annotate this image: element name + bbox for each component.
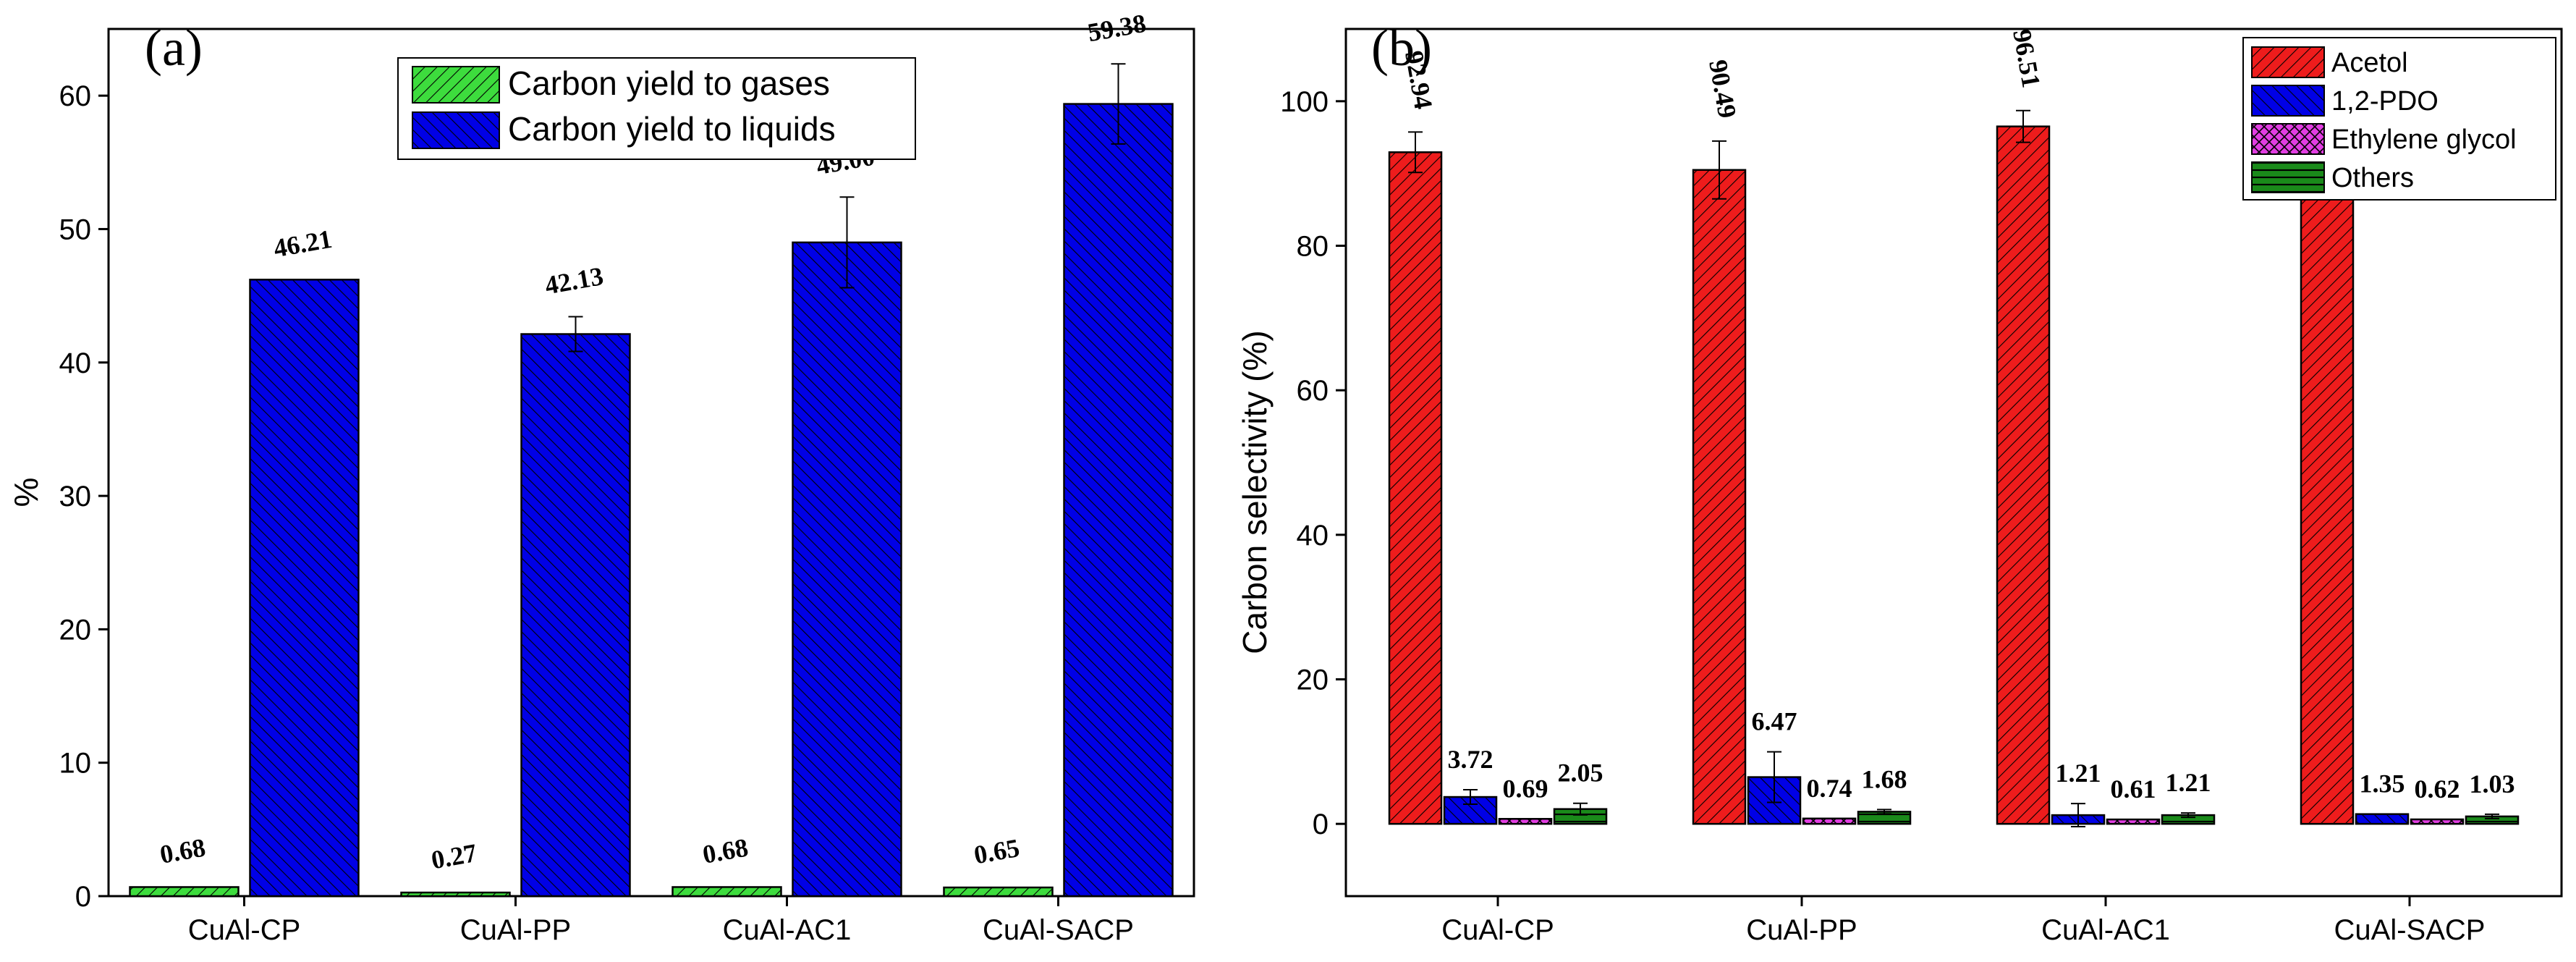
y-tick-label: 100 (1280, 86, 1329, 118)
bar-carbon-yield-to-gases-cual-sacp-hatch (943, 886, 1054, 898)
y-tick-label: 30 (59, 481, 92, 512)
y-tick-label: 80 (1297, 231, 1329, 263)
data-label-carbon-yield-to-liquids-cual-cp: 46.21 (271, 224, 334, 263)
panel-a-bars (129, 63, 1174, 898)
data-label-1-2-pdo-cual-pp: 6.47 (1752, 707, 1797, 736)
bar-carbon-yield-to-liquids-cual-pp-hatch (520, 333, 631, 898)
panel-b-frame (1344, 28, 2563, 898)
bar-carbon-yield-to-gases-cual-pp-hatch (400, 891, 511, 898)
panel-a-x-ticks: CuAl-CP CuAl-PP CuAl-AC1 CuAl-SACP (188, 896, 1134, 946)
legend-swatch-ethylene-glycol-hatch (2251, 123, 2325, 155)
bar-carbon-yield-to-gases-cual-ac1-hatch (671, 886, 782, 898)
data-label-ethylene-glycol-cual-sacp: 0.62 (2415, 775, 2460, 803)
data-label-ethylene-glycol-cual-cp: 0.69 (1503, 774, 1548, 803)
y-tick-label: 0 (75, 881, 91, 913)
panel-b-y-ticks: 0 20 40 60 80 100 (1280, 86, 1346, 840)
panel-a-frame (107, 28, 1195, 898)
y-tick-label: 40 (1297, 520, 1329, 552)
panel-b-x-ticks: CuAl-CP CuAl-PP CuAl-AC1 CuAl-SACP (1441, 896, 2485, 946)
panel-b-y-axis-label: Carbon selectivity (%) (1236, 330, 1274, 654)
data-label-carbon-yield-to-gases-cual-sacp: 0.65 (972, 833, 1022, 869)
panel-a-y-ticks: 0 10 20 30 40 50 60 (59, 80, 109, 913)
data-label-acetol-cual-ac1: 96.51 (2007, 27, 2046, 90)
x-tick-label-cual-pp: CuAl-PP (1746, 914, 1857, 946)
y-tick-label: 10 (59, 748, 92, 780)
y-tick-label: 60 (59, 80, 92, 112)
y-tick-label: 40 (59, 347, 92, 379)
bar-acetol-cual-ac1-hatch (1996, 125, 2051, 825)
panel-a-label: (a) (145, 19, 203, 77)
legend-swatch-others-hatch (2251, 161, 2325, 193)
bar-1-2-pdo-cual-sacp-hatch (2355, 813, 2410, 825)
data-label-carbon-yield-to-gases-cual-pp: 0.27 (429, 838, 479, 874)
bar-carbon-yield-to-liquids-cual-ac1-hatch (792, 241, 902, 898)
y-tick-label: 20 (59, 614, 92, 646)
legend-label-acetol: Acetol (2331, 48, 2408, 78)
panel-a-y-axis-label: % (7, 478, 45, 507)
data-label-acetol-cual-pp: 90.49 (1703, 58, 1742, 121)
legend-label-ethylene-glycol: Ethylene glycol (2331, 125, 2517, 155)
legend-swatch-gases-hatch (412, 66, 500, 104)
panel-b-bars (1388, 109, 2520, 828)
bar-acetol-cual-sacp-hatch (2300, 122, 2355, 825)
y-tick-label: 60 (1297, 375, 1329, 407)
legend-swatch-acetol-hatch (2251, 46, 2325, 78)
legend-swatch-liquids-hatch (412, 111, 500, 149)
panel-b-chart: (b) Carbon selectivity (%) 020406080100 … (1236, 19, 2563, 946)
legend-swatch-pdo-hatch (2251, 85, 2325, 117)
bar-carbon-yield-to-liquids-cual-sacp-hatch (1063, 103, 1174, 898)
panel-b-data-labels: 92.9490.4996.5196.863.726.471.211.350.69… (1399, 27, 2514, 803)
y-tick-label: 20 (1297, 664, 1329, 696)
data-label-1-2-pdo-cual-sacp: 1.35 (2360, 769, 2405, 798)
x-tick-label-cual-ac1: CuAl-AC1 (723, 914, 852, 946)
legend-label-others: Others (2331, 163, 2414, 193)
bar-carbon-yield-to-gases-cual-cp-hatch (129, 886, 240, 898)
data-label-others-cual-ac1: 1.21 (2166, 768, 2211, 797)
data-label-carbon-yield-to-liquids-cual-sacp: 59.38 (1085, 9, 1148, 47)
panel-b-legend: Acetol 1,2-PDO Ethylene glycol Others (2242, 37, 2556, 201)
bar-ethylene-glycol-cual-ac1-hatch (2106, 818, 2161, 825)
legend-label-gases: Carbon yield to gases (508, 64, 830, 102)
y-tick-label: 0 (1313, 809, 1329, 840)
y-tick-label: 50 (59, 214, 92, 245)
data-label-1-2-pdo-cual-ac1: 1.21 (2056, 759, 2101, 788)
data-label-carbon-yield-to-liquids-cual-pp: 42.13 (543, 261, 606, 300)
data-label-ethylene-glycol-cual-ac1: 0.61 (2111, 775, 2156, 803)
x-tick-label-cual-cp: CuAl-CP (1441, 914, 1554, 946)
data-label-carbon-yield-to-gases-cual-cp: 0.68 (158, 832, 208, 869)
data-label-carbon-yield-to-gases-cual-ac1: 0.68 (700, 832, 750, 869)
x-tick-label-cual-cp: CuAl-CP (188, 914, 301, 946)
x-tick-label-cual-sacp: CuAl-SACP (983, 914, 1134, 946)
panel-b-label: (b) (1371, 19, 1432, 77)
data-label-others-cual-pp: 1.68 (1862, 764, 1907, 793)
bar-ethylene-glycol-cual-cp-hatch (1498, 818, 1553, 825)
data-label-others-cual-sacp: 1.03 (2470, 769, 2515, 798)
x-tick-label-cual-ac1: CuAl-AC1 (2041, 914, 2170, 946)
panel-a-legend: Carbon yield to gases Carbon yield to li… (397, 57, 916, 160)
legend-label-liquids: Carbon yield to liquids (508, 110, 836, 148)
data-label-ethylene-glycol-cual-pp: 0.74 (1807, 774, 1852, 803)
bar-ethylene-glycol-cual-pp-hatch (1802, 817, 1857, 825)
data-label-1-2-pdo-cual-cp: 3.72 (1448, 745, 1494, 774)
data-label-others-cual-cp: 2.05 (1558, 759, 1603, 788)
x-tick-label-cual-pp: CuAl-PP (460, 914, 571, 946)
bar-carbon-yield-to-liquids-cual-cp-hatch (249, 279, 360, 898)
x-tick-label-cual-sacp: CuAl-SACP (2334, 914, 2486, 946)
legend-label-pdo: 1,2-PDO (2331, 86, 2439, 117)
panel-a-chart: (a) % 0 10 20 30 40 50 60 CuAl-CP CuAl-PP CuAl-A… (7, 9, 1195, 946)
bar-acetol-cual-pp-hatch (1692, 169, 1747, 825)
bar-ethylene-glycol-cual-sacp-hatch (2410, 818, 2465, 825)
data-label-acetol-cual-cp: 92.94 (1399, 48, 1438, 111)
bar-acetol-cual-cp-hatch (1388, 151, 1443, 825)
